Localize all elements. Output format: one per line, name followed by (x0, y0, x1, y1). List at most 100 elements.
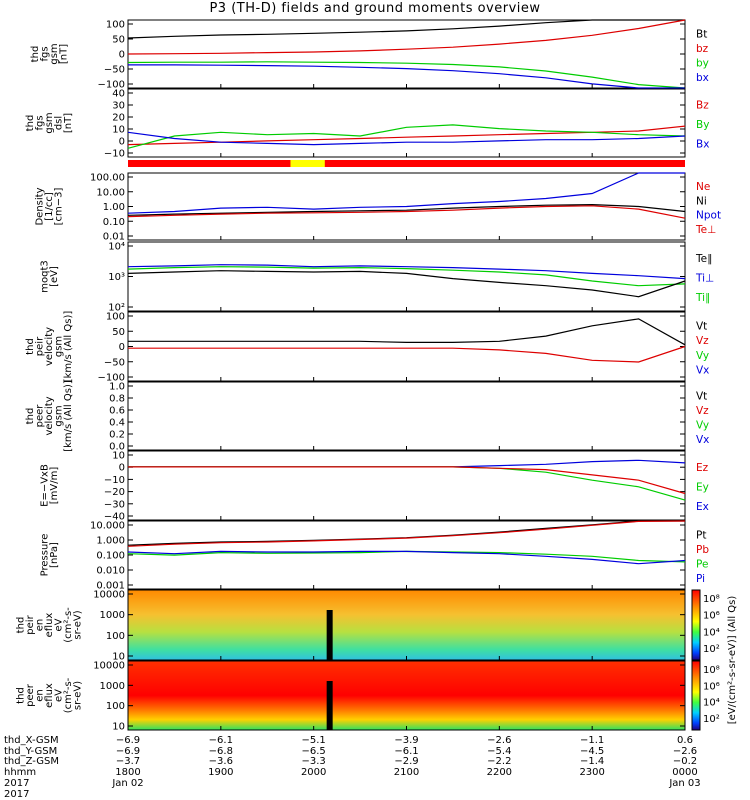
panel-peer_en_eflux-data-gap (326, 681, 333, 730)
panel-peir_en_eflux-ylabel: peir (25, 614, 36, 634)
panel-temperature-legend-Ti∥: Ti∥ (695, 292, 710, 304)
orbit-value: −6.9 (116, 746, 140, 757)
panel-efield-series-Ez (128, 466, 686, 495)
colorbar-2 (691, 660, 701, 731)
orbit-value: −3.3 (302, 756, 326, 767)
panel-pressure-series-Pi (127, 550, 686, 565)
orbit-value: 2000 (301, 767, 326, 778)
panel-density-ytick-label: 1.00 (103, 202, 125, 213)
panel-temperature-legend-Ti⊥: Ti⊥ (695, 273, 714, 285)
panel-efield-ylabel: E=−VxB (39, 464, 50, 507)
panel-peir_velocity-ylabel: [km/s (All Qs)] (63, 311, 74, 383)
orbit-value: 0000 (672, 767, 697, 778)
panel-efield-series-Ex (128, 459, 686, 468)
panel-peir_velocity-ylabel: thd (25, 338, 36, 355)
plot-title: P3 (TH-D) fields and ground moments over… (209, 1, 541, 16)
panel-fgs_gse-legend-Bz: Bz (696, 100, 709, 112)
orbit-value: 1800 (115, 767, 140, 778)
panel-efield-ytick-label: 0 (119, 463, 125, 474)
panel-peer_velocity-ylabel: thd (25, 408, 36, 425)
colorbar-1 (691, 589, 701, 661)
orbit-value: −6.1 (209, 735, 233, 746)
panel-density-legend-Te⊥: Te⊥ (695, 224, 716, 236)
panel-fgs_gse-ytick-label: 20 (112, 113, 125, 124)
panel-peir_velocity-ytick-label: −100 (98, 373, 125, 384)
orbit-value: −0.2 (673, 756, 697, 767)
orbit-value: 0.6 (677, 735, 693, 746)
panel-peer_en_eflux-ylabel: en (35, 689, 46, 702)
orbit-value: −6.9 (116, 735, 140, 746)
orbit-value: −2.9 (394, 756, 418, 767)
panel-efield-legend-Ex: Ex (696, 501, 709, 513)
date-label-end: Jan 03 (668, 778, 700, 789)
panel-peir_velocity-ylabel: gsm (54, 336, 65, 357)
panel-pressure-ytick-label: 0.001 (96, 581, 125, 592)
panel-fgs_gsm-legend-bx: bx (696, 72, 709, 84)
panel-peer_velocity-legend-Vy: Vy (696, 419, 709, 431)
panel-fgs_gsm-series-bx (128, 64, 685, 89)
panel-density-ylabel: [cm−3] (54, 188, 65, 226)
panel-fgs_gsm-legend-by: by (696, 57, 709, 69)
panel-peer_en_eflux-ytick-label: 1000 (100, 681, 125, 692)
panel-peir_en_eflux-ylabel: eV (54, 618, 65, 631)
orbit-row-label: 2017 (4, 778, 29, 789)
panel-temperature-ytick-label: 10³ (108, 272, 125, 283)
panel-fgs_gsm-ylabel: gsm (49, 43, 60, 64)
panel-fgs_gsm-ytick-label: 50 (112, 35, 125, 46)
panel-fgs_gse-series-Bx (127, 131, 686, 146)
orbit-value: 1900 (208, 767, 233, 778)
panel-fgs_gse-ytick-label: 0 (119, 137, 125, 148)
panel-pressure-ytick-label: 1.000 (96, 536, 125, 547)
panel-temperature-ytick-label: 10⁴ (108, 242, 125, 253)
panel-density-legend-Ne: Ne (696, 181, 710, 193)
panel-fgs_gse-ytick-label: 40 (112, 89, 125, 100)
panel-peer_en_eflux-ylabel: sr-eV) (73, 681, 84, 710)
colorbar-tick-label: 10⁶ (703, 681, 720, 692)
panel-temperature-legend-Te∥: Te∥ (695, 253, 712, 265)
panel-pressure-frame (127, 520, 686, 590)
quality-flag-yellow (290, 160, 325, 167)
panel-pressure-ytick-label: 0.100 (96, 551, 125, 562)
panel-peir_en_eflux-ylabel: eflux (44, 613, 55, 638)
panel-peir_velocity-ylabel: peir (35, 336, 46, 356)
panel-fgs_gsm-series-bz (127, 19, 686, 55)
panel-efield-legend-Ey: Ey (696, 482, 709, 494)
panel-efield-ytick-label: 10 (112, 451, 125, 462)
colorbar-tick-label: 10² (703, 644, 720, 655)
panel-density-ylabel: [1/cc] (44, 192, 55, 221)
orbit-value: −6.5 (302, 746, 326, 757)
panel-fgs_gse-ylabel: [nT] (63, 113, 74, 133)
panel-peer_velocity-ylabel: peer (35, 404, 46, 428)
panel-fgs_gsm-frame (127, 19, 686, 89)
panel-temperature-series-Ti∥ (127, 266, 686, 287)
colorbar-tick-label: 10⁴ (703, 627, 720, 638)
panel-peir_en_eflux-ytick-label: 100 (106, 631, 125, 642)
panel-peer_velocity-legend-Vt: Vt (696, 390, 707, 402)
panel-fgs_gse-ylabel: thd (25, 115, 36, 132)
panel-peer_velocity-ylabel: gsm (54, 405, 65, 426)
panel-fgs_gse-frame (127, 88, 686, 158)
panel-peir_en_eflux-ytick-label: 10 (112, 652, 125, 663)
panel-pressure-legend-Pi: Pi (696, 573, 705, 585)
orbit-value: −2.2 (487, 756, 511, 767)
panel-temperature-series-Te∥ (127, 270, 686, 298)
orbit-row-label: hhmm (4, 767, 36, 778)
panel-temperature-ytick-label: 10² (108, 303, 125, 314)
panel-peer_en_eflux-ytick-label: 10000 (93, 661, 125, 672)
panel-pressure-legend-Pt: Pt (696, 529, 706, 541)
panel-density-series-Npot (127, 172, 685, 214)
panel-density-ytick-label: 100.00 (90, 173, 125, 184)
panel-peir_velocity-legend-Vx: Vx (696, 365, 709, 377)
date-label-start: Jan 02 (111, 778, 143, 789)
panel-peir_en_eflux-data-gap (326, 610, 333, 660)
panel-temperature-series-Ti⊥ (127, 264, 686, 280)
orbit-value: 2100 (394, 767, 419, 778)
panel-fgs_gse-ytick-label: 10 (112, 125, 125, 136)
panel-temperature-ylabel: moqt3 (39, 260, 50, 293)
panel-temperature-ylabel: [eV] (49, 266, 60, 287)
panel-fgs_gsm-legend-Bt: Bt (696, 28, 707, 40)
panel-peer_en_eflux-ytick-label: 10 (112, 722, 125, 733)
panel-peer_velocity-ytick-label: 0.2 (109, 430, 125, 441)
panel-fgs_gsm-ylabel: thd (30, 46, 41, 63)
